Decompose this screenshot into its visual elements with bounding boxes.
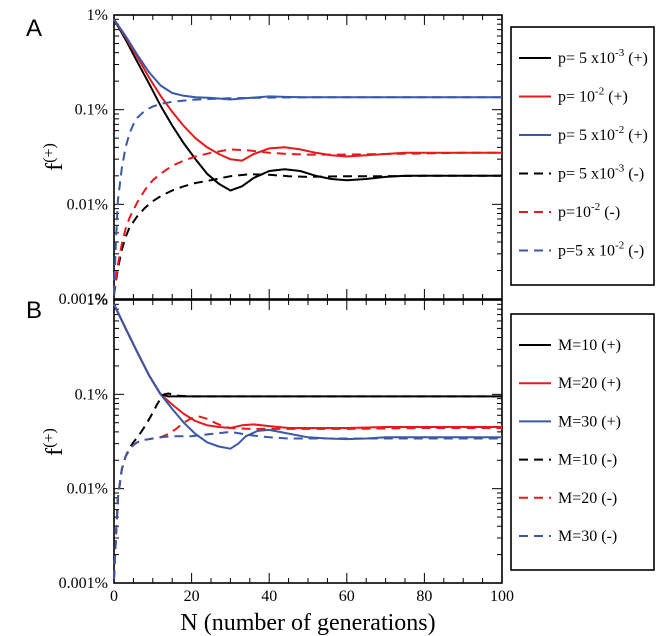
y-tick-label: 0.001% (59, 575, 108, 592)
y-tick-label: 0.01% (67, 196, 108, 213)
legend-label: M=20 (-) (558, 490, 617, 507)
legend-label: p=5 x 10-2 (-) (558, 240, 644, 260)
legend-label: p=10-2 (-) (558, 201, 620, 221)
panel-b-legend: M=10 (+) M=20 (+) M=30 (+) M=10 (-) M=20 (-)… (519, 337, 621, 545)
panel-b: B 0.001% 0.01% 0.1% 1% 0 20 40 60 80 100 f(+) N … (26, 292, 655, 636)
series-line-b-4 (113, 415, 502, 580)
panel-b-y-axis-label-main: f (42, 448, 68, 456)
panel-b-legend-box (510, 313, 655, 571)
x-tick-label: 100 (490, 588, 514, 605)
legend-label: M=10 (+) (558, 337, 621, 354)
legend-label: M=30 (+) (558, 413, 621, 430)
panel-a-x-ticks (113, 15, 503, 299)
panel-b-y-axis-label: f(+) (41, 428, 69, 456)
legend-label: p= 5 x10-3 (-) (558, 163, 644, 183)
y-tick-label: 0.1% (75, 386, 108, 403)
panel-b-letter: B (26, 297, 42, 324)
series-line-a-5 (113, 96, 502, 296)
legend-label: p= 5 x10-2 (+) (558, 124, 648, 144)
y-tick-label: 0.1% (75, 102, 108, 119)
panel-a-y-axis-label-main: f (42, 163, 68, 171)
x-tick-label: 80 (416, 588, 432, 605)
legend-label: M=30 (-) (558, 528, 617, 545)
panel-a-y-ticks: 0.001% 0.01% 0.1% 1% (59, 7, 502, 308)
panel-a-letter: A (26, 15, 42, 42)
x-tick-label: 40 (261, 588, 277, 605)
x-tick-label: 0 (110, 588, 118, 605)
panel-b-lines (113, 303, 502, 580)
panel-a-legend: p= 5 x10-3 (+) p= 10-2 (+) p= 5 x10-2 (+) p… (519, 47, 648, 260)
panel-b-y-ticks: 0.001% 0.01% 0.1% 1% (59, 292, 502, 592)
series-line-a-0 (113, 18, 502, 192)
x-tick-label: 60 (339, 588, 355, 605)
y-tick-label: 0.01% (67, 481, 108, 498)
legend-label: M=20 (+) (558, 375, 621, 392)
panel-a-lines (113, 18, 502, 296)
series-line-b-5 (113, 430, 502, 580)
y-tick-label: 0.001% (59, 291, 108, 308)
panel-a-legend-box (510, 26, 655, 286)
y-tick-label: 1% (87, 292, 108, 309)
legend-label: p= 5 x10-3 (+) (558, 47, 648, 67)
panel-b-plot-frame (113, 299, 503, 584)
panel-a: A 0.001%0.01%0.1%1% f(+) p= 5 x10-3 (+)p… (26, 7, 655, 308)
series-line-a-2 (113, 18, 502, 101)
series-line-a-4 (113, 148, 502, 296)
series-line-a-1 (113, 18, 502, 162)
panel-b-x-axis-label: N (number of generations) (180, 610, 435, 636)
x-tick-label: 20 (184, 588, 200, 605)
panel-b-y-axis-label-sup: (+) (41, 428, 58, 448)
legend-label: p= 10-2 (+) (558, 86, 628, 106)
y-tick-label: 1% (87, 7, 108, 24)
panel-a-y-axis-label-sup: (+) (41, 143, 58, 163)
panel-a-plot-frame (113, 14, 503, 300)
panel-a-y-axis-label: f(+) (41, 143, 69, 171)
legend-label: M=10 (-) (558, 452, 617, 469)
series-line-a-3 (113, 173, 502, 296)
series-line-b-0 (113, 303, 502, 398)
series-line-b-3 (113, 392, 502, 580)
panel-b-x-ticks: 0 20 40 60 80 100 (110, 300, 514, 605)
